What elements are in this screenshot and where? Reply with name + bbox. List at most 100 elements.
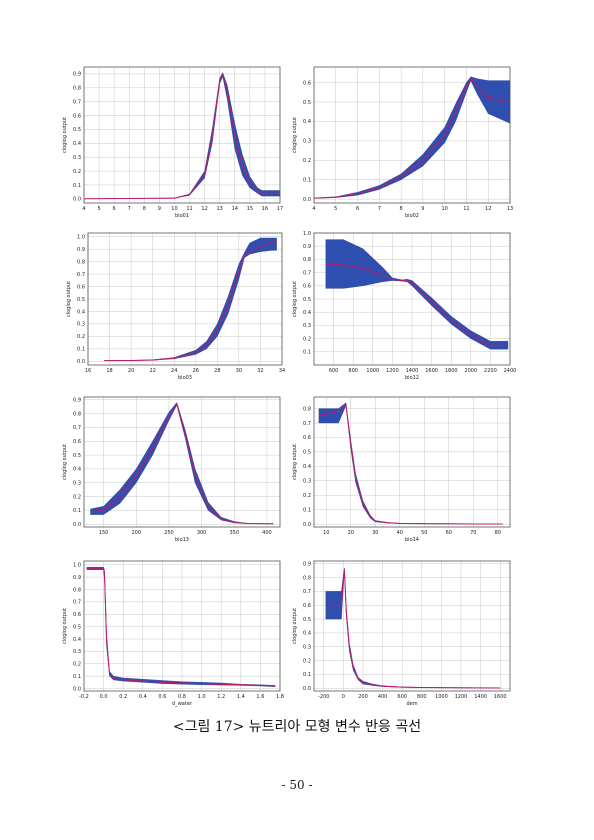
x-tick-label: 4 <box>312 206 315 212</box>
y-axis-label: cloglog output <box>62 444 68 480</box>
x-tick-label: 30 <box>236 368 242 374</box>
x-tick-label: 9 <box>421 206 424 212</box>
x-tick-label: 16 <box>85 368 91 374</box>
x-tick-label: 11 <box>463 206 469 212</box>
x-tick-label: 12 <box>201 206 207 212</box>
x-tick-label: 16 <box>262 206 268 212</box>
x-tick-label: 32 <box>257 368 263 374</box>
x-tick-label: 800 <box>417 694 427 700</box>
y-tick-label: 0.3 <box>303 479 311 485</box>
x-tick-label: 7 <box>128 206 131 212</box>
y-axis-label: cloglog output <box>292 444 298 480</box>
page-number: - 50 - <box>281 778 313 792</box>
x-tick-label: 10 <box>441 206 447 212</box>
x-tick-label: 1.4 <box>237 694 245 700</box>
x-tick-label: 15 <box>247 206 253 212</box>
x-tick-label: 1.0 <box>198 694 206 700</box>
x-axis-label: bio01 <box>175 213 189 219</box>
x-tick-label: 1000 <box>435 694 448 700</box>
y-axis-label: cloglog output <box>292 281 298 317</box>
y-tick-label: 0.1 <box>73 508 81 514</box>
y-tick-label: 0.6 <box>77 284 85 290</box>
x-tick-label: 400 <box>378 694 388 700</box>
x-tick-label: 600 <box>329 368 339 374</box>
x-tick-label: 0.2 <box>119 694 127 700</box>
x-tick-label: 200 <box>358 694 368 700</box>
x-tick-label: 250 <box>164 530 174 536</box>
mean-response-line <box>325 264 508 346</box>
x-tick-label: 800 <box>348 368 358 374</box>
x-tick-label: 22 <box>149 368 155 374</box>
y-tick-label: 0.6 <box>303 284 311 290</box>
y-tick-label: 0.6 <box>73 113 81 119</box>
y-tick-label: 0.3 <box>73 481 81 487</box>
x-tick-label: 5 <box>334 206 337 212</box>
y-tick-label: 0.4 <box>303 631 311 637</box>
y-tick-label: 0.3 <box>303 323 311 329</box>
mean-response-line <box>318 403 503 525</box>
y-tick-label: 0.4 <box>73 467 81 473</box>
x-tick-label: 0.6 <box>158 694 166 700</box>
chart-panel-bio14: 10 20 30 40 50 60 70 80 0.0 0.1 0.2 0.3 0.4 0.5 0.6 0.7… <box>292 396 511 543</box>
x-tick-label: 0.0 <box>100 694 108 700</box>
y-tick-label: 1.0 <box>303 231 311 237</box>
y-tick-label: 0.7 <box>303 589 311 595</box>
y-tick-label: 0.5 <box>303 100 311 106</box>
y-tick-label: 0.8 <box>73 86 81 92</box>
x-tick-label: 1200 <box>455 694 468 700</box>
y-tick-label: 0.2 <box>303 493 311 499</box>
y-tick-label: 0.1 <box>303 507 311 513</box>
chart-panel-bio02: 4 5 6 7 8 9 10 11 12 13 0.0 0.1 0.2 0.3 0.4 0.5 0.6 bio02… <box>292 66 513 219</box>
x-axis-label: bio12 <box>405 375 419 381</box>
y-tick-label: 0.7 <box>73 600 81 606</box>
x-tick-label: 1.8 <box>276 694 284 700</box>
y-tick-label: 0.8 <box>77 259 85 265</box>
y-tick-label: 0.6 <box>303 603 311 609</box>
plot-frame <box>313 396 511 528</box>
x-tick-label: -200 <box>318 694 329 700</box>
y-tick-label: 0.1 <box>303 350 311 356</box>
x-tick-label: 13 <box>217 206 223 212</box>
x-axis-label: bio03 <box>178 375 192 381</box>
x-tick-label: 600 <box>397 694 407 700</box>
x-tick-label: 14 <box>232 206 238 212</box>
mean-response-line <box>90 402 274 525</box>
y-tick-label: 0.7 <box>303 421 311 427</box>
y-tick-label: 0.9 <box>73 398 81 404</box>
y-tick-label: 1.0 <box>73 563 81 569</box>
y-tick-label: 0.2 <box>303 336 311 342</box>
y-tick-label: 0.5 <box>77 297 85 303</box>
x-tick-label: 17 <box>277 206 283 212</box>
chart-panel-bio12: 600 800 1000 1200 1400 1600 1800 2000 2200 2400 0.… <box>292 231 516 381</box>
x-axis-label: bio14 <box>405 537 419 543</box>
figure-caption: <그림 17> 뉴트리아 모형 변수 반응 곡선 <box>172 719 422 735</box>
y-tick-label: 0.5 <box>303 617 311 623</box>
plot-area <box>314 561 510 691</box>
plot-frame <box>87 232 283 366</box>
y-tick-label: 0.7 <box>73 99 81 105</box>
x-axis-label: dem <box>406 701 417 707</box>
y-tick-label: 0.2 <box>303 658 311 664</box>
x-tick-label: 80 <box>495 530 501 536</box>
y-tick-label: 0.4 <box>73 141 81 147</box>
x-tick-label: 350 <box>229 530 239 536</box>
x-tick-label: 34 <box>279 368 285 374</box>
x-tick-label: 6 <box>113 206 116 212</box>
x-tick-label: 1800 <box>445 368 458 374</box>
x-tick-label: 0.8 <box>178 694 186 700</box>
x-tick-label: 1.2 <box>217 694 225 700</box>
x-tick-label: 0 <box>342 694 345 700</box>
y-tick-label: 0.0 <box>303 197 311 203</box>
y-tick-label: 0.3 <box>303 645 311 651</box>
x-tick-label: 24 <box>171 368 177 374</box>
plot-frame <box>313 66 511 204</box>
y-tick-label: 0.6 <box>303 435 311 441</box>
y-tick-label: 0.5 <box>73 127 81 133</box>
y-tick-label: 0.7 <box>77 272 85 278</box>
response-band <box>86 567 276 687</box>
x-tick-label: 200 <box>131 530 141 536</box>
y-tick-label: 0.9 <box>303 244 311 250</box>
y-tick-label: 0.8 <box>73 587 81 593</box>
y-tick-label: 0.8 <box>73 411 81 417</box>
y-tick-label: 0.0 <box>73 522 81 528</box>
